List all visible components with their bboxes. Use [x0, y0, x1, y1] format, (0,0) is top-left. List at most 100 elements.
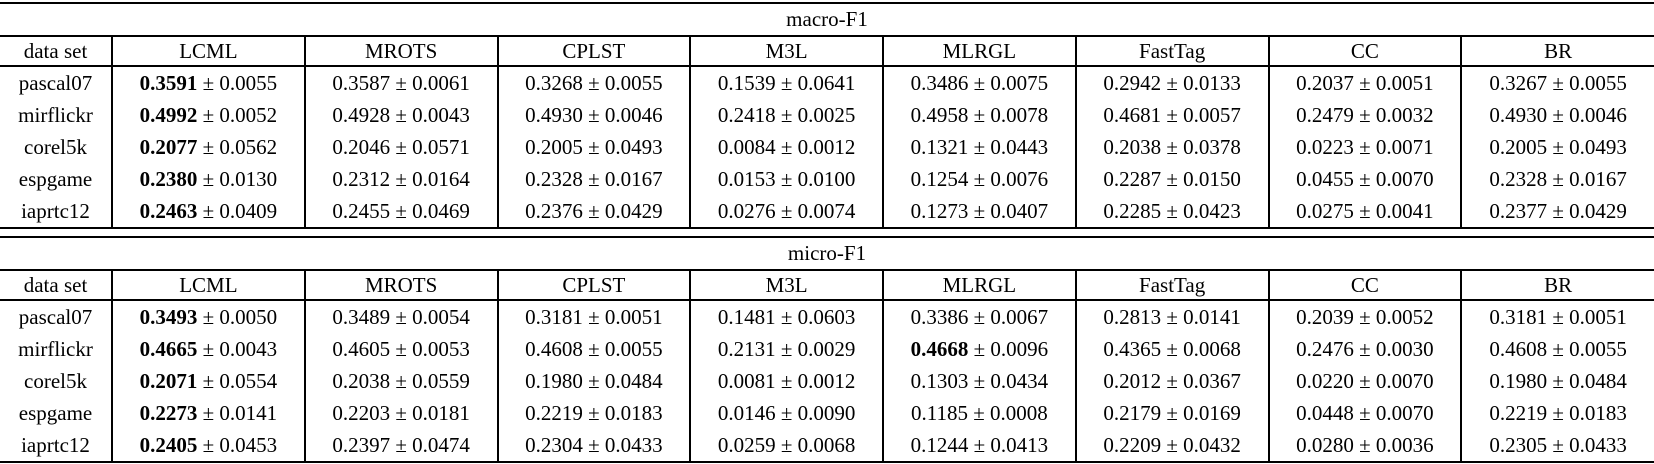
metric-cell: 0.0448 ± 0.0070	[1267, 397, 1462, 429]
std-value: ± 0.0141	[197, 400, 278, 425]
metric-cell: 0.4930 ± 0.0046	[1460, 99, 1654, 131]
metric-cell: 0.2287 ± 0.0150	[1074, 163, 1269, 195]
metric-cell: 0.3181 ± 0.0051	[1460, 300, 1654, 333]
metric-cell: 0.2312 ± 0.0164	[303, 163, 498, 195]
std-value: ± 0.0603	[775, 304, 856, 329]
std-value: ± 0.0469	[390, 198, 470, 223]
metric-cell: 0.4608 ± 0.0055	[1460, 333, 1654, 365]
dataset-label: iaprtc12	[0, 429, 112, 463]
std-value: ± 0.0169	[1161, 400, 1241, 425]
metric-cell: 0.0259 ± 0.0068	[689, 429, 883, 463]
metric-cell: 0.1254 ± 0.0076	[882, 163, 1076, 195]
std-value: ± 0.0078	[968, 102, 1049, 127]
mean-value: 0.2942	[1103, 70, 1162, 95]
mean-value: 0.2209	[1103, 432, 1162, 457]
mean-value: 0.2273	[139, 400, 198, 425]
mean-value: 0.4930	[1489, 102, 1548, 127]
metric-cell: 0.2039 ± 0.0052	[1267, 300, 1462, 333]
metric-cell: 0.2005 ± 0.0493	[1460, 131, 1654, 163]
metric-cell: 0.0280 ± 0.0036	[1267, 429, 1462, 463]
std-value: ± 0.0183	[582, 400, 663, 425]
metric-cell: 0.4928 ± 0.0043	[303, 99, 498, 131]
metric-cell: 0.2397 ± 0.0474	[303, 429, 498, 463]
metric-cell: 0.2377 ± 0.0429	[1460, 195, 1654, 229]
std-value: ± 0.0051	[1353, 70, 1434, 95]
dataset-label: corel5k	[24, 134, 87, 159]
std-value: ± 0.0055	[1547, 70, 1627, 95]
mean-value: 0.2377	[1489, 198, 1548, 223]
mean-value: 0.0276	[717, 198, 776, 223]
metric-cell: 0.2273 ± 0.0141	[111, 397, 305, 429]
metric-cell: 0.2037 ± 0.0051	[1267, 66, 1462, 99]
std-value: ± 0.0100	[775, 166, 856, 191]
std-value: ± 0.0055	[582, 70, 663, 95]
metric-cell: 0.0223 ± 0.0071	[1267, 131, 1462, 163]
std-value: ± 0.0443	[968, 134, 1049, 159]
mean-value: 0.2380	[139, 166, 198, 191]
std-value: ± 0.0167	[1547, 166, 1627, 191]
mean-value: 0.2037	[1296, 70, 1354, 95]
column-header-cplst: CPLST	[496, 36, 691, 67]
mean-value: 0.1980	[525, 368, 583, 393]
column-header-fasttag: FastTag	[1074, 270, 1269, 301]
mean-value: 0.4668	[910, 336, 969, 361]
dataset-label: iaprtc12	[0, 195, 112, 229]
mean-value: 0.2005	[525, 134, 583, 159]
std-value: ± 0.0378	[1161, 134, 1241, 159]
mean-value: 0.2219	[1489, 400, 1548, 425]
mean-value: 0.2071	[139, 368, 198, 393]
std-value: ± 0.0030	[1353, 336, 1434, 361]
column-header-cplst: CPLST	[496, 270, 691, 301]
metric-cell: 0.1980 ± 0.0484	[1460, 365, 1654, 397]
mean-value: 0.2463	[139, 198, 198, 223]
std-value: ± 0.0167	[582, 166, 663, 191]
metric-cell: 0.2285 ± 0.0423	[1074, 195, 1269, 229]
mean-value: 0.2813	[1103, 304, 1162, 329]
dataset-label: pascal07	[18, 70, 93, 95]
metric-cell: 0.2328 ± 0.0167	[1460, 163, 1654, 195]
metric-cell: 0.2328 ± 0.0167	[496, 163, 691, 195]
metric-cell: 0.4992 ± 0.0052	[111, 99, 305, 131]
metric-cell: 0.2405 ± 0.0453	[111, 429, 305, 463]
metric-cell: 0.1244 ± 0.0413	[882, 429, 1076, 463]
metric-cell: 0.2418 ± 0.0025	[689, 99, 883, 131]
std-value: ± 0.0413	[968, 432, 1049, 457]
metric-cell: 0.1481 ± 0.0603	[689, 300, 883, 333]
std-value: ± 0.0068	[775, 432, 856, 457]
metric-cell: 0.2038 ± 0.0559	[303, 365, 498, 397]
metric-cell: 0.2455 ± 0.0469	[303, 195, 498, 229]
std-value: ± 0.0367	[1161, 368, 1241, 393]
mean-value: 0.4681	[1103, 102, 1162, 127]
std-value: ± 0.0141	[1161, 304, 1241, 329]
std-value: ± 0.0150	[1161, 166, 1241, 191]
mean-value: 0.1273	[910, 198, 969, 223]
metric-cell: 0.2305 ± 0.0433	[1460, 429, 1654, 463]
column-header-m3l: M3L	[689, 270, 883, 301]
std-value: ± 0.0055	[582, 336, 663, 361]
mean-value: 0.0220	[1296, 368, 1354, 393]
metric-cell: 0.2463 ± 0.0409	[111, 195, 305, 229]
table-row: mirflickr 0.4665 ± 0.0043 0.4605 ± 0.0053 0…	[0, 333, 1654, 365]
std-value: ± 0.0029	[775, 336, 856, 361]
mean-value: 0.3591	[139, 70, 198, 95]
std-value: ± 0.0032	[1353, 102, 1434, 127]
std-value: ± 0.0054	[390, 304, 470, 329]
metric-cell: 0.1321 ± 0.0443	[882, 131, 1076, 163]
metric-cell: 0.3267 ± 0.0055	[1460, 66, 1654, 99]
mean-value: 0.0146	[717, 400, 776, 425]
metric-cell: 0.0275 ± 0.0041	[1267, 195, 1462, 229]
std-value: ± 0.0036	[1353, 432, 1434, 457]
metric-cell: 0.3489 ± 0.0054	[303, 300, 498, 333]
std-value: ± 0.0067	[968, 304, 1049, 329]
header-row: data set LCML MROTS CPLST M3L MLRGL FastTag CC B…	[0, 36, 1654, 67]
metric-cell: 0.1273 ± 0.0407	[882, 195, 1076, 229]
dataset-label: mirflickr	[18, 102, 93, 127]
mean-value: 0.4928	[332, 102, 391, 127]
mean-value: 0.0455	[1296, 166, 1354, 191]
mean-value: 0.0448	[1296, 400, 1354, 425]
metric-cell: 0.3591 ± 0.0055	[111, 66, 305, 99]
column-header-mrots: MROTS	[303, 36, 498, 67]
table-row: espgame 0.2380 ± 0.0130 0.2312 ± 0.0164 0.2…	[0, 163, 1654, 195]
std-value: ± 0.0008	[967, 400, 1048, 425]
std-value: ± 0.0493	[582, 134, 663, 159]
